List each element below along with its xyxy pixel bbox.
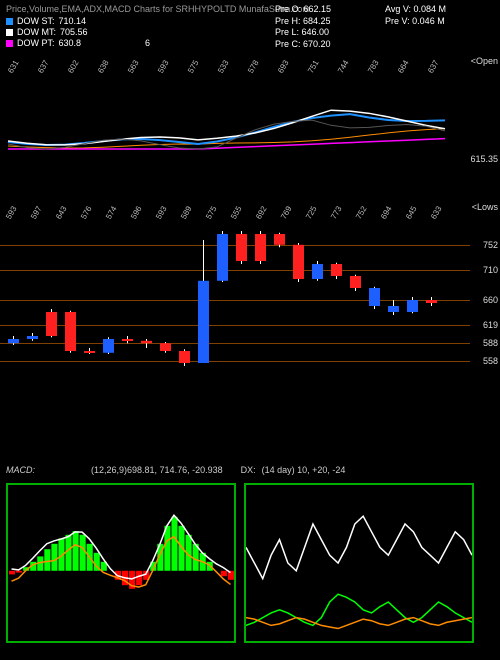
dow-pt-swatch xyxy=(6,40,13,47)
dow-st-swatch xyxy=(6,18,13,25)
open-tag: <Open xyxy=(471,56,498,66)
tick-label: 637 xyxy=(426,59,440,75)
y-tick-label: 660 xyxy=(483,295,498,305)
tick-label: 643 xyxy=(54,205,68,221)
y-tick-label: 710 xyxy=(483,265,498,275)
price-label: 615.35 xyxy=(470,154,498,164)
tick-label: 631 xyxy=(6,59,20,75)
prev-open: Pre O: 662.15 xyxy=(275,4,331,16)
tick-label: 637 xyxy=(36,59,50,75)
indicator-row: DOW MT: 705.56 xyxy=(6,27,494,37)
tick-label: 593 xyxy=(154,205,168,221)
adx-values: (14 day) 10, +20, -24 xyxy=(262,465,346,475)
prev-ohlc: Pre O: 662.15 Pre H: 684.25 Pre L: 646.0… xyxy=(275,4,331,51)
macd-adx-panel: MACD: (12,26,9)698.81, 714.76, -20.938 D… xyxy=(0,465,500,650)
tick-label: 589 xyxy=(179,205,193,221)
tick-label: 575 xyxy=(204,205,218,221)
ema-panel: 631 637 602 638 563 593 575 533 578 693 751 744 783 6… xyxy=(0,54,500,189)
tick-label: 563 xyxy=(126,59,140,75)
indicator-label: DOW ST: xyxy=(17,16,55,26)
indicator-value: 705.56 xyxy=(60,27,88,37)
lows-tag: <Lows xyxy=(472,202,498,212)
tick-label: 752 xyxy=(354,205,368,221)
prev-volume: Avg V: 0.084 M Pre V: 0.046 M xyxy=(385,4,446,27)
avg-volume: Avg V: 0.084 M xyxy=(385,4,446,16)
tick-label: 744 xyxy=(336,59,350,75)
prev-vol: Pre V: 0.046 M xyxy=(385,16,446,28)
indicator-label: DOW MT: xyxy=(17,27,56,37)
indicator-value: 710.14 xyxy=(59,16,87,26)
adx-chart xyxy=(244,483,474,643)
tick-label: 593 xyxy=(4,205,18,221)
tick-label: 645 xyxy=(404,205,418,221)
tick-label: 783 xyxy=(366,59,380,75)
y-tick-label: 588 xyxy=(483,338,498,348)
tick-label: 664 xyxy=(396,59,410,75)
tick-label: 692 xyxy=(254,205,268,221)
prev-high: Pre H: 684.25 xyxy=(275,16,331,28)
prev-low: Pre L: 646.00 xyxy=(275,27,331,39)
macd-values: (12,26,9)698.81, 714.76, -20.938 xyxy=(91,465,223,475)
tick-label: 593 xyxy=(156,59,170,75)
macd-label: MACD: xyxy=(6,465,35,475)
tick-label: 602 xyxy=(66,59,80,75)
candle-chart xyxy=(0,222,470,372)
tick-label: 773 xyxy=(329,205,343,221)
prev-close: Pre C: 670.20 xyxy=(275,39,331,51)
tick-label: 578 xyxy=(246,59,260,75)
tick-label: 694 xyxy=(379,205,393,221)
y-tick-label: 558 xyxy=(483,356,498,366)
extra-value: 6 xyxy=(145,38,150,48)
tick-label: 693 xyxy=(276,59,290,75)
indicator-row: DOW PT: 630.8 6 xyxy=(6,38,494,48)
y-tick-label: 619 xyxy=(483,320,498,330)
ema-chart xyxy=(0,74,470,189)
tick-label: 596 xyxy=(129,205,143,221)
tick-label: 633 xyxy=(429,205,443,221)
tick-label: 769 xyxy=(279,205,293,221)
indicator-label: DOW PT: xyxy=(17,38,55,48)
tick-label: 574 xyxy=(104,205,118,221)
tick-label: 533 xyxy=(216,59,230,75)
tick-label: 555 xyxy=(229,205,243,221)
candle-panel: 593 597 643 576 574 596 593 589 575 555 692 769 725 7… xyxy=(0,200,500,375)
tick-label: 638 xyxy=(96,59,110,75)
tick-label: 575 xyxy=(186,59,200,75)
tick-label: 597 xyxy=(29,205,43,221)
macd-chart xyxy=(6,483,236,643)
tick-label: 751 xyxy=(306,59,320,75)
indicator-value: 630.8 xyxy=(59,38,82,48)
y-tick-label: 752 xyxy=(483,240,498,250)
dow-mt-swatch xyxy=(6,29,13,36)
tick-label: 725 xyxy=(304,205,318,221)
adx-label: DX: xyxy=(241,465,256,475)
tick-label: 576 xyxy=(79,205,93,221)
